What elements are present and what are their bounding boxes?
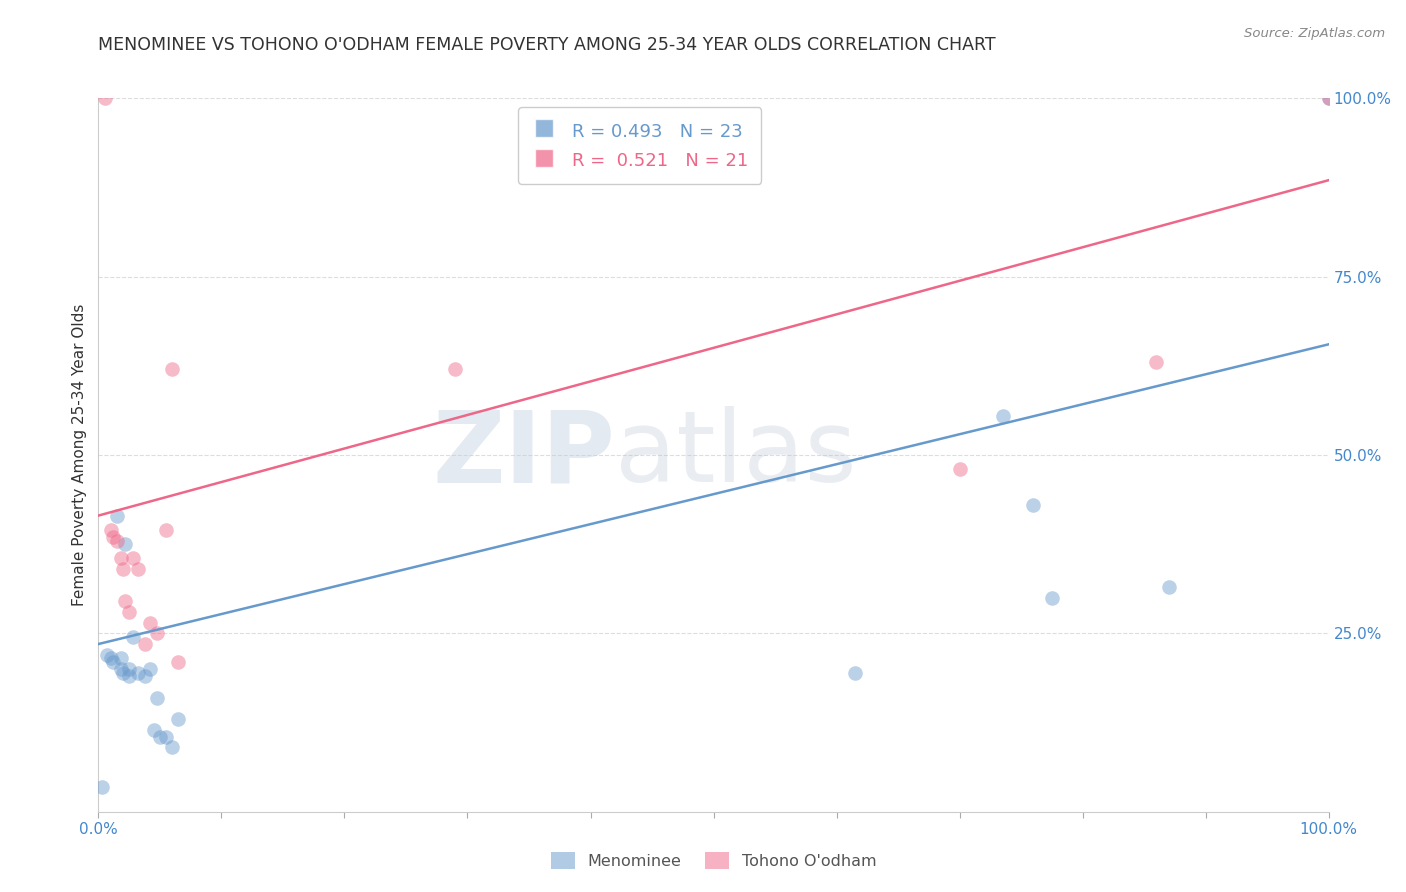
Point [155,523,177,537]
Point [118,669,141,683]
Point [112,562,135,576]
Point [146,626,169,640]
Point [167,655,190,669]
Point [110,551,132,566]
Point [112,665,135,680]
Legend: Menominee, Tohono O'odham: Menominee, Tohono O'odham [544,846,883,875]
Point [1144,355,1167,369]
Point [105,508,128,523]
Point [122,630,145,644]
Point [134,669,156,683]
Point [949,462,972,476]
Point [100,651,122,665]
Point [139,662,162,676]
Point [122,551,145,566]
Point [1157,580,1180,594]
Text: MENOMINEE VS TOHONO O'ODHAM FEMALE POVERTY AMONG 25-34 YEAR OLDS CORRELATION CHA: MENOMINEE VS TOHONO O'ODHAM FEMALE POVER… [98,36,995,54]
Point [91,780,114,794]
Point [110,651,132,665]
Point [103,530,125,544]
Point [127,562,149,576]
Point [110,662,132,676]
Point [149,730,172,744]
Point [1317,91,1340,105]
Point [1022,498,1045,512]
Point [118,662,141,676]
Point [103,655,125,669]
Point [100,523,122,537]
Point [167,712,190,726]
Point [1040,591,1063,605]
Point [134,637,156,651]
Text: Source: ZipAtlas.com: Source: ZipAtlas.com [1244,27,1385,40]
Point [139,615,162,630]
Point [162,740,183,755]
Y-axis label: Female Poverty Among 25-34 Year Olds: Female Poverty Among 25-34 Year Olds [72,304,87,606]
Point [105,533,128,548]
Point [444,362,467,376]
Text: atlas: atlas [616,407,856,503]
Point [114,537,136,551]
Point [118,605,141,619]
Point [127,665,149,680]
Point [991,409,1014,423]
Point [844,665,866,680]
Text: ZIP: ZIP [432,407,616,503]
Point [146,690,169,705]
Point [1317,91,1340,105]
Point [114,594,136,608]
Point [96,648,118,662]
Point [93,91,115,105]
Point [142,723,165,737]
Point [155,730,177,744]
Point [162,362,183,376]
